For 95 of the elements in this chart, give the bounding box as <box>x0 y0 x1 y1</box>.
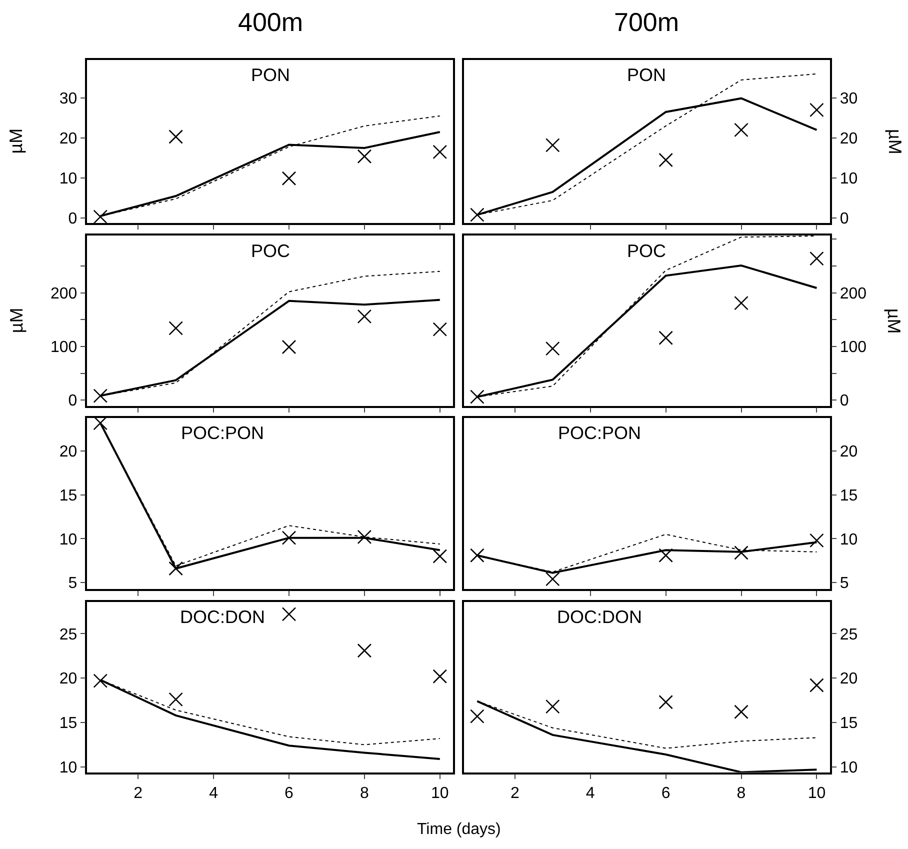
point <box>734 122 748 138</box>
point <box>658 694 673 710</box>
y-tick-label: 10 <box>59 760 78 777</box>
point <box>658 548 673 563</box>
y-axis-title: µM <box>6 308 27 334</box>
y-tick-label: 0 <box>840 392 849 410</box>
point <box>432 549 448 564</box>
y-tick-label: 10 <box>59 531 78 548</box>
x-tick-label: 8 <box>736 785 746 802</box>
y-tick-label: 0 <box>840 210 849 228</box>
y-tick-label: 200 <box>50 285 78 302</box>
y-tick-label: 20 <box>840 444 858 461</box>
point <box>93 418 108 430</box>
point <box>168 561 183 576</box>
point <box>545 699 560 714</box>
point <box>470 709 484 724</box>
point <box>357 149 372 164</box>
y-axis-title: µM <box>884 128 905 154</box>
point <box>432 322 448 336</box>
point <box>810 533 824 548</box>
y-tick-label: 10 <box>840 760 858 777</box>
point <box>357 309 372 324</box>
x-tick-label: 10 <box>808 785 826 802</box>
y-tick-label: 20 <box>840 670 858 688</box>
point <box>282 171 296 186</box>
y-tick-label: 15 <box>840 715 858 732</box>
x-tick-label: 8 <box>360 785 369 802</box>
x-tick-label: 2 <box>134 785 143 802</box>
point <box>432 144 448 160</box>
y-tick-label: 10 <box>840 170 858 188</box>
y-tick-label: 15 <box>59 488 78 504</box>
y-axis-title: µM <box>884 308 904 334</box>
point <box>734 546 748 560</box>
y-tick-label: 20 <box>59 444 78 461</box>
point <box>810 251 824 266</box>
point <box>93 388 108 403</box>
y-tick-label: 10 <box>840 531 858 548</box>
x-tick-label: 4 <box>586 785 595 802</box>
y-tick-label: 25 <box>59 626 78 644</box>
annotation: DOC:DON <box>557 607 642 627</box>
y-tick-label: 0 <box>68 392 78 410</box>
x-axis-title: Time (days) <box>417 821 501 838</box>
y-tick-label: 15 <box>840 488 858 504</box>
point <box>810 678 824 692</box>
annotation: PON <box>251 65 290 85</box>
point <box>470 390 484 404</box>
point <box>470 548 484 563</box>
point <box>282 607 296 622</box>
y-tick-label: 0 <box>68 210 78 228</box>
y-tick-label: 30 <box>59 90 78 108</box>
point <box>658 330 673 346</box>
point <box>658 152 673 168</box>
point <box>357 530 372 544</box>
point <box>810 102 824 118</box>
point <box>432 669 448 684</box>
x-tick-label: 6 <box>661 785 670 802</box>
y-tick-label: 30 <box>840 90 858 108</box>
annotation: DOC:DON <box>180 607 265 627</box>
annotation: POC <box>627 241 666 261</box>
y-axis-title: µM <box>6 128 26 154</box>
point <box>470 208 484 222</box>
point <box>545 138 560 152</box>
chart-title: 700m <box>614 7 680 37</box>
y-tick-label: 20 <box>59 130 78 148</box>
y-tick-label: 20 <box>59 670 78 688</box>
annotation: PON <box>627 65 666 85</box>
point <box>93 674 108 688</box>
point <box>282 530 296 545</box>
y-tick-label: 20 <box>840 130 858 148</box>
point <box>734 296 748 310</box>
y-tick-label: 10 <box>59 170 78 188</box>
point <box>282 340 296 354</box>
y-tick-label: 100 <box>840 339 867 356</box>
point <box>168 321 183 336</box>
point <box>734 704 748 720</box>
x-tick-label: 2 <box>510 785 520 802</box>
annotation: POC <box>251 241 290 261</box>
point <box>357 643 372 658</box>
y-tick-label: 100 <box>50 339 78 356</box>
y-tick-label: 5 <box>840 575 849 592</box>
x-tick-label: 4 <box>209 785 218 802</box>
point <box>168 692 183 707</box>
point <box>93 210 108 223</box>
point <box>545 572 560 586</box>
chart-title: 400m <box>238 7 304 37</box>
y-tick-label: 200 <box>840 285 867 302</box>
y-tick-label: 25 <box>840 626 858 644</box>
x-tick-label: 10 <box>430 785 449 802</box>
x-tick-label: 6 <box>284 785 294 802</box>
point <box>168 130 183 144</box>
point <box>545 341 560 356</box>
annotation: POC:PON <box>181 423 264 443</box>
y-tick-label: 5 <box>68 575 78 592</box>
annotation: POC:PON <box>558 423 642 443</box>
y-tick-label: 15 <box>59 715 78 732</box>
